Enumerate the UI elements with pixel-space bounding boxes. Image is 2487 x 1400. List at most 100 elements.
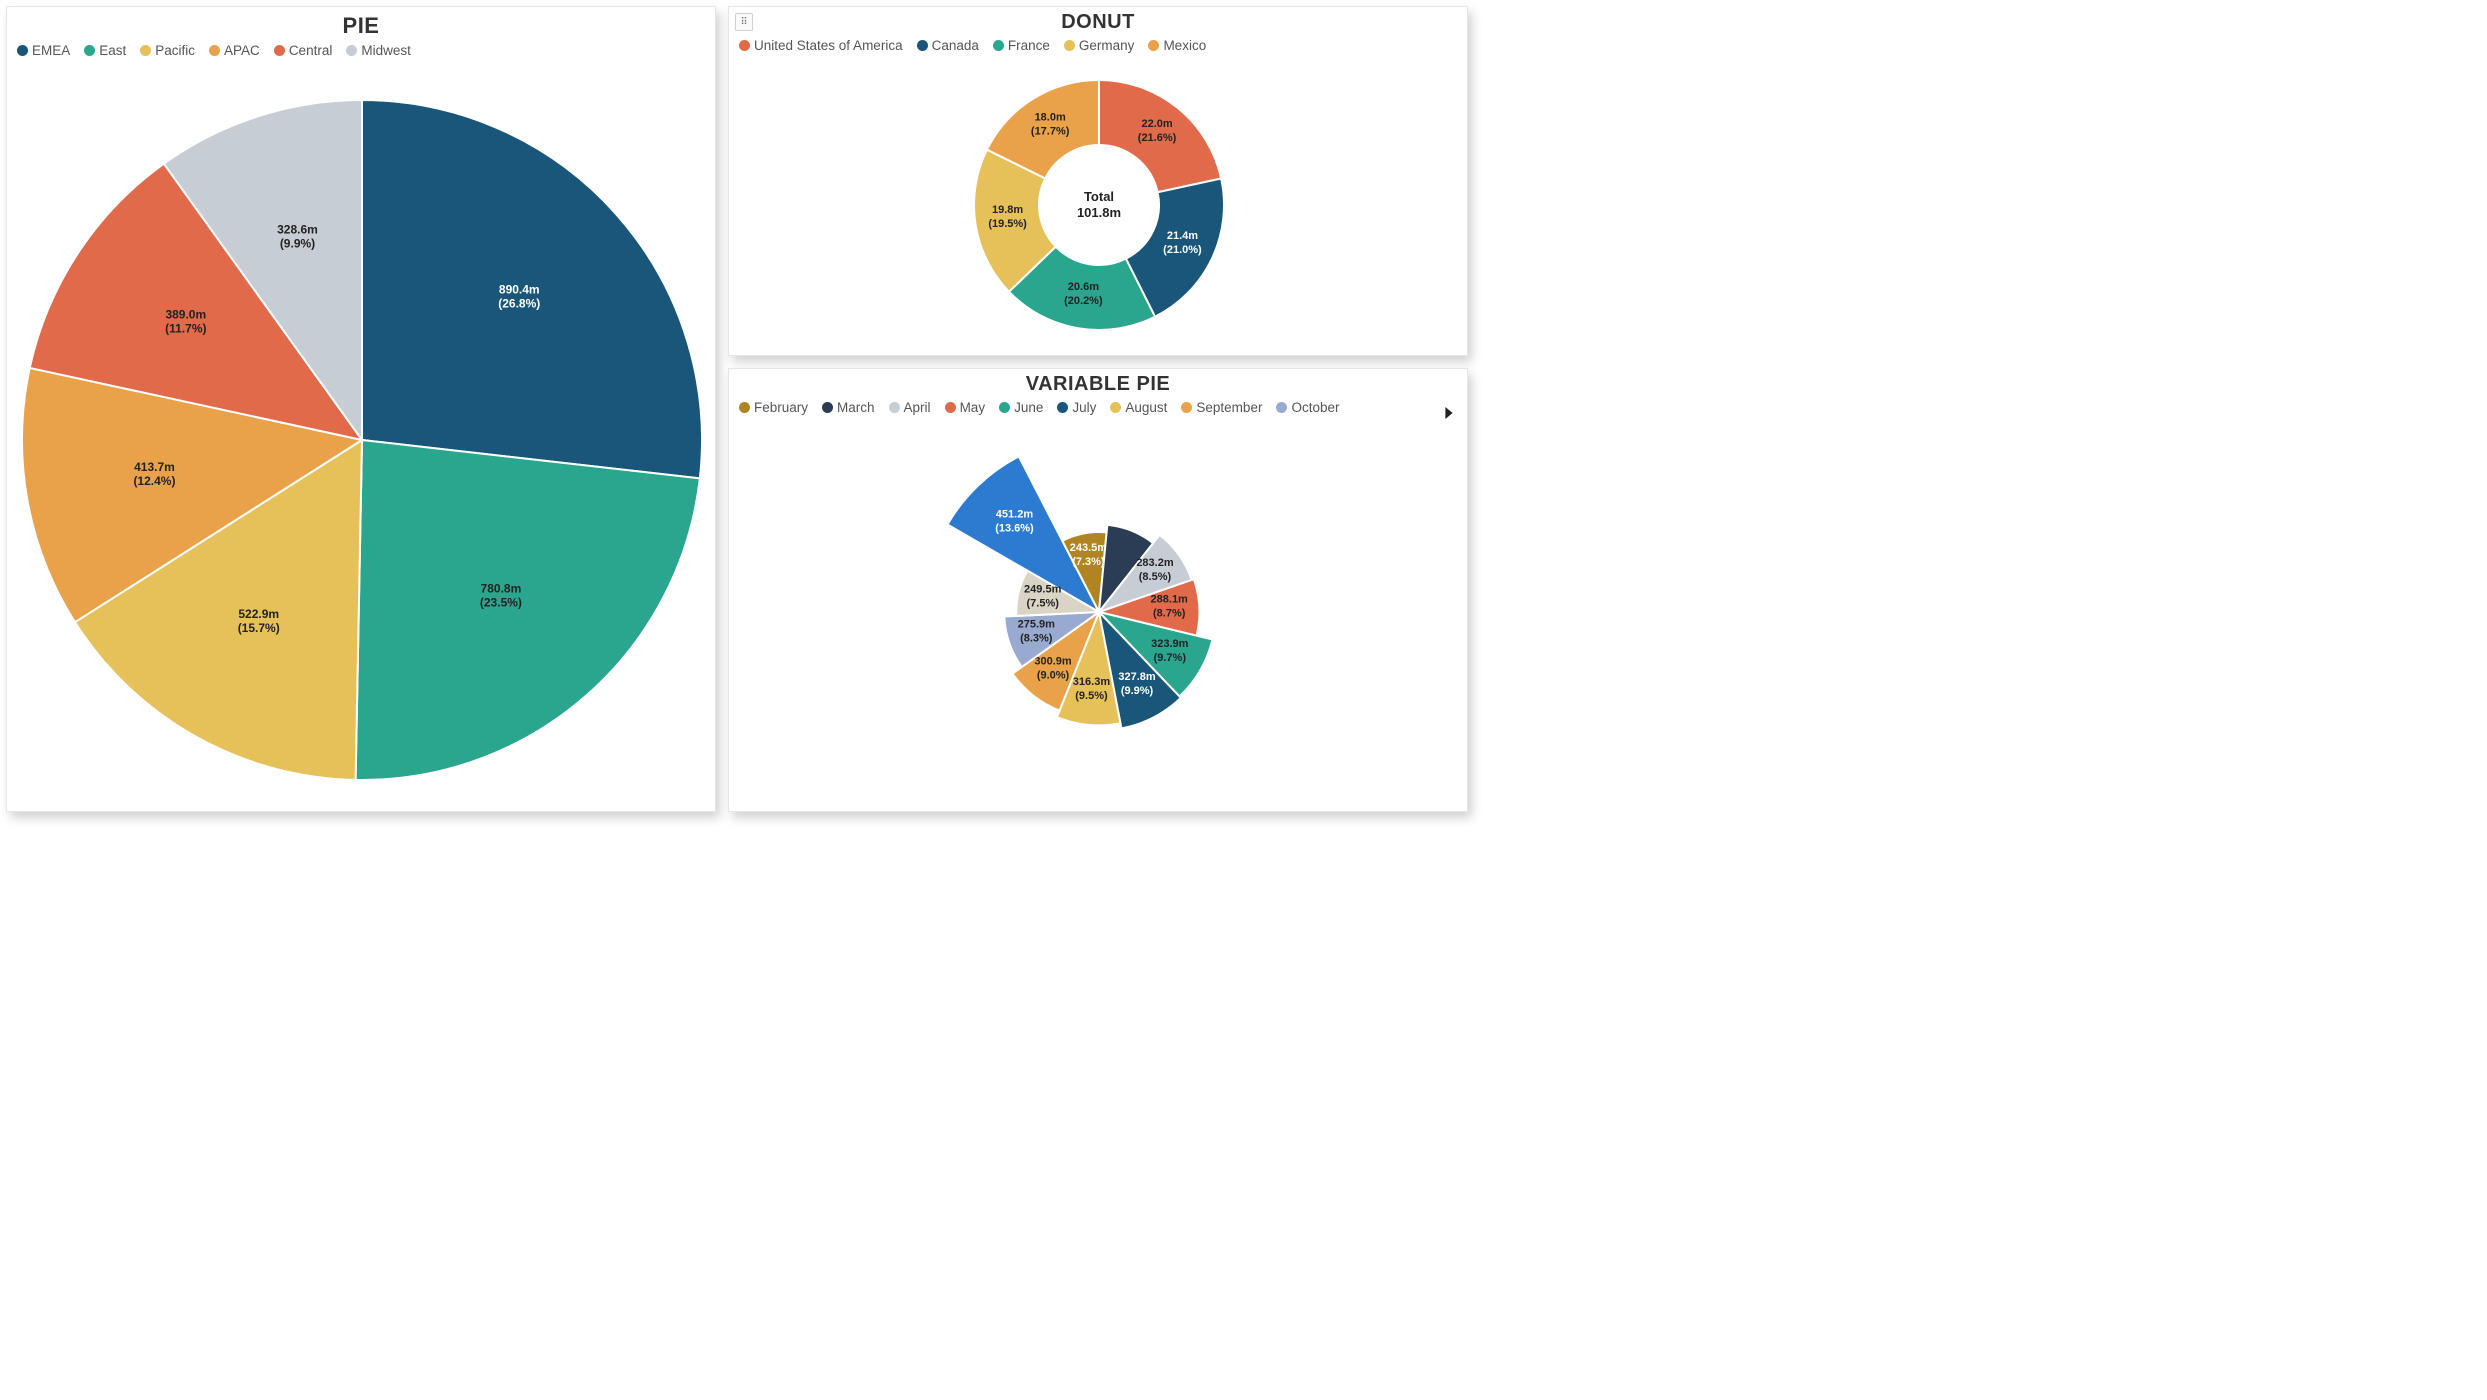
donut-center-value: 101.8m xyxy=(1077,205,1121,220)
legend-swatch-icon xyxy=(739,402,750,413)
slice-percent-label: (21.0%) xyxy=(1163,244,1202,256)
slice-percent-label: (9.9%) xyxy=(1121,685,1154,697)
slice-value-label: 413.7m xyxy=(134,460,175,474)
slice-percent-label: (26.8%) xyxy=(498,297,540,311)
legend-label: Central xyxy=(289,43,333,58)
varpie-legend: February March April May June July August Septe… xyxy=(729,396,1467,417)
legend-item[interactable]: EMEA xyxy=(17,43,70,58)
legend-label: France xyxy=(1008,38,1050,53)
slice-percent-label: (19.5%) xyxy=(988,218,1027,230)
varpie-chart-area: 451.2m(13.6%)243.5m(7.3%)283.2m(8.5%)288… xyxy=(729,417,1467,801)
slice-percent-label: (8.7%) xyxy=(1153,608,1186,620)
legend-item[interactable]: March xyxy=(822,400,875,415)
legend-item[interactable]: East xyxy=(84,43,126,58)
slice-percent-label: (7.3%) xyxy=(1072,556,1105,568)
legend-swatch-icon xyxy=(1110,402,1121,413)
legend-item[interactable]: Germany xyxy=(1064,38,1135,53)
donut-center-title: Total xyxy=(1084,189,1114,204)
slice-value-label: 283.2m xyxy=(1136,557,1174,569)
varpie-card: VARIABLE PIE February March April May June Ju… xyxy=(728,368,1468,812)
slice-value-label: 328.6m xyxy=(277,222,318,236)
legend-item[interactable]: August xyxy=(1110,400,1167,415)
legend-item[interactable]: Central xyxy=(274,43,333,58)
slice-value-label: 19.8m xyxy=(992,204,1023,216)
legend-swatch-icon xyxy=(945,402,956,413)
legend-swatch-icon xyxy=(1276,402,1287,413)
pie-legend: EMEA East Pacific APAC Central Midwest xyxy=(7,39,715,60)
slice-percent-label: (15.7%) xyxy=(238,621,280,635)
legend-swatch-icon xyxy=(346,45,357,56)
legend-item[interactable]: May xyxy=(945,400,986,415)
legend-item[interactable]: France xyxy=(993,38,1050,53)
slice-value-label: 288.1m xyxy=(1151,594,1189,606)
legend-label: Germany xyxy=(1079,38,1135,53)
legend-swatch-icon xyxy=(209,45,220,56)
slice-value-label: 327.8m xyxy=(1118,671,1156,683)
slice-value-label: 249.5m xyxy=(1024,583,1062,595)
donut-card: ⠿ DONUT United States of AmericaCanadaFr… xyxy=(728,6,1468,356)
legend-swatch-icon xyxy=(1057,402,1068,413)
legend-item[interactable]: APAC xyxy=(209,43,260,58)
legend-label: April xyxy=(904,400,931,415)
varpie-title: VARIABLE PIE xyxy=(729,369,1467,396)
legend-swatch-icon xyxy=(1064,40,1075,51)
varpie-svg: 451.2m(13.6%)243.5m(7.3%)283.2m(8.5%)288… xyxy=(729,417,1468,801)
slice-value-label: 275.9m xyxy=(1018,619,1056,631)
slice-value-label: 21.4m xyxy=(1167,230,1198,242)
slice-percent-label: (23.5%) xyxy=(480,596,522,610)
pie-chart-area: 890.4m(26.8%)780.8m(23.5%)522.9m(15.7%)4… xyxy=(7,60,715,800)
slice-value-label: 316.3m xyxy=(1073,676,1111,688)
legend-swatch-icon xyxy=(999,402,1010,413)
legend-swatch-icon xyxy=(739,40,750,51)
pie-svg: 890.4m(26.8%)780.8m(23.5%)522.9m(15.7%)4… xyxy=(7,60,716,800)
donut-svg: 22.0m(21.6%)21.4m(21.0%)20.6m(20.2%)19.8… xyxy=(729,55,1468,345)
legend-label: Midwest xyxy=(361,43,411,58)
slice-value-label: 389.0m xyxy=(165,307,206,321)
legend-label: Pacific xyxy=(155,43,195,58)
legend-swatch-icon xyxy=(274,45,285,56)
drag-handle-icon[interactable]: ⠿ xyxy=(735,13,753,31)
legend-swatch-icon xyxy=(17,45,28,56)
legend-label: February xyxy=(754,400,808,415)
legend-swatch-icon xyxy=(1148,40,1159,51)
legend-label: June xyxy=(1014,400,1043,415)
legend-swatch-icon xyxy=(993,40,1004,51)
legend-label: July xyxy=(1072,400,1096,415)
legend-item[interactable]: United States of America xyxy=(739,38,903,53)
slice-value-label: 20.6m xyxy=(1068,281,1099,293)
slice-value-label: 22.0m xyxy=(1141,118,1172,130)
legend-swatch-icon xyxy=(84,45,95,56)
legend-label: March xyxy=(837,400,875,415)
legend-label: APAC xyxy=(224,43,260,58)
legend-swatch-icon xyxy=(889,402,900,413)
donut-chart-area: 22.0m(21.6%)21.4m(21.0%)20.6m(20.2%)19.8… xyxy=(729,55,1467,345)
legend-item[interactable]: Mexico xyxy=(1148,38,1206,53)
legend-swatch-icon xyxy=(1181,402,1192,413)
slice-percent-label: (17.7%) xyxy=(1031,125,1070,137)
slice-percent-label: (13.6%) xyxy=(995,522,1034,534)
pie-slice[interactable] xyxy=(356,440,700,780)
slice-percent-label: (12.4%) xyxy=(133,474,175,488)
legend-item[interactable]: October xyxy=(1276,400,1339,415)
slice-percent-label: (21.6%) xyxy=(1138,132,1177,144)
slice-percent-label: (8.3%) xyxy=(1020,633,1053,645)
legend-item[interactable]: April xyxy=(889,400,931,415)
legend-label: United States of America xyxy=(754,38,903,53)
legend-label: May xyxy=(960,400,986,415)
dashboard-grid: PIE EMEAEastPacificAPACCentralMidwest 89… xyxy=(6,6,1468,812)
legend-item[interactable]: February xyxy=(739,400,808,415)
slice-value-label: 451.2m xyxy=(996,508,1034,520)
legend-item[interactable]: September xyxy=(1181,400,1262,415)
legend-item[interactable]: July xyxy=(1057,400,1096,415)
slice-percent-label: (9.7%) xyxy=(1154,652,1187,664)
donut-legend: United States of America Canada France Germ… xyxy=(729,34,1467,55)
legend-item[interactable]: Canada xyxy=(917,38,979,53)
legend-item[interactable]: Pacific xyxy=(140,43,195,58)
legend-label: Mexico xyxy=(1163,38,1206,53)
legend-label: October xyxy=(1291,400,1339,415)
slice-value-label: 18.0m xyxy=(1035,111,1066,123)
legend-item[interactable]: June xyxy=(999,400,1043,415)
slice-value-label: 243.5m xyxy=(1070,542,1108,554)
legend-swatch-icon xyxy=(822,402,833,413)
legend-item[interactable]: Midwest xyxy=(346,43,411,58)
